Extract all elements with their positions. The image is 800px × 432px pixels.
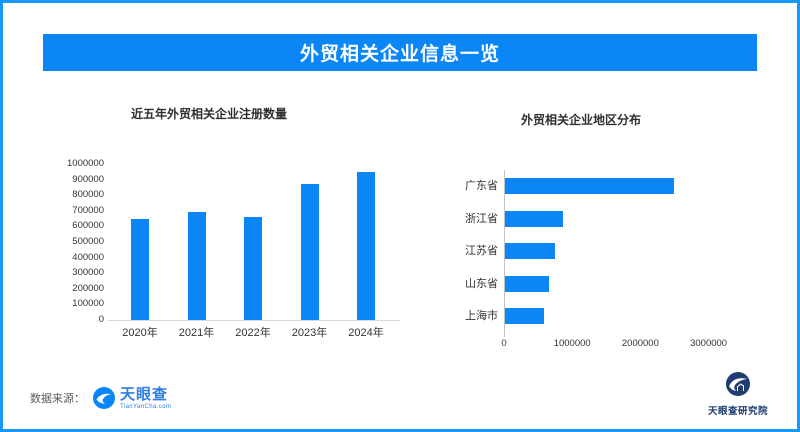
bar-江苏省 (505, 243, 555, 260)
y-axis-category-label: 广东省 (465, 180, 498, 192)
y-axis-tick-label: 500000 (72, 236, 104, 247)
bar-上海市 (505, 308, 544, 325)
bar-2022年 (244, 217, 262, 320)
y-axis-category-label: 山东省 (465, 277, 498, 290)
y-axis-tick-label: 700000 (72, 204, 104, 216)
x-axis-category-label: 2023年 (291, 326, 328, 339)
x-axis-tick-label: 0 (501, 338, 507, 349)
y-axis-tick-label: 0 (98, 314, 104, 325)
tianyancha-logo-icon (93, 387, 115, 409)
bar-2023年 (300, 183, 319, 320)
y-axis-tick-label: 900000 (72, 173, 104, 185)
data-source-label: 数据来源： (30, 393, 85, 405)
bar-山东省 (505, 275, 549, 292)
y-axis-tick-label: 100000 (72, 298, 104, 310)
tianyancha-brand-url: TianYanCha.com (120, 403, 172, 410)
x-axis-tick-label: 2000000 (621, 338, 659, 349)
x-axis-category-label: 2022年 (235, 326, 271, 339)
x-axis-category-label: 2021年 (178, 326, 215, 339)
x-axis-category-label: 2024年 (348, 326, 384, 339)
page-title: 外贸相关企业信息一览 (299, 44, 500, 65)
bar-2021年 (187, 212, 206, 320)
research-institute-block: 天眼查研究院 (698, 372, 778, 417)
page-title-banner: 外贸相关企业信息一览 (43, 34, 757, 71)
y-axis-line (504, 170, 505, 337)
research-institute-logo-icon (726, 372, 750, 396)
y-axis-tick-label: 600000 (72, 220, 104, 232)
y-axis-category-label: 上海市 (465, 310, 498, 323)
y-axis-tick-label: 300000 (72, 267, 104, 279)
x-axis-line (108, 320, 400, 321)
bar-广东省 (505, 178, 675, 194)
y-axis-category-label: 浙江省 (465, 212, 498, 225)
y-axis-category-label: 江苏省 (465, 245, 498, 258)
x-axis-category-label: 2020年 (122, 326, 158, 339)
y-axis-tick-label: 200000 (72, 282, 104, 294)
y-axis-tick-label: 1000000 (67, 158, 104, 169)
bar-浙江省 (505, 210, 564, 227)
region-chart-title: 外贸相关企业地区分布 (521, 113, 642, 127)
x-axis-tick-label: 3000000 (690, 338, 728, 349)
bar-2024年 (357, 171, 375, 320)
bar-2020年 (131, 219, 149, 320)
tianyancha-brand-text: 天眼查 (120, 385, 169, 403)
x-axis-tick-label: 1000000 (553, 338, 591, 349)
registration-chart-title: 近五年外贸相关企业注册数量 (131, 107, 288, 121)
tianyancha-brand: 天眼查 TianYanCha.com (120, 387, 171, 410)
data-source-row: 数据来源： 天眼查 TianYanCha.com (30, 383, 171, 413)
y-axis-tick-label: 400000 (72, 251, 104, 263)
research-institute-label: 天眼查研究院 (707, 406, 768, 417)
y-axis-tick-label: 800000 (72, 189, 104, 201)
